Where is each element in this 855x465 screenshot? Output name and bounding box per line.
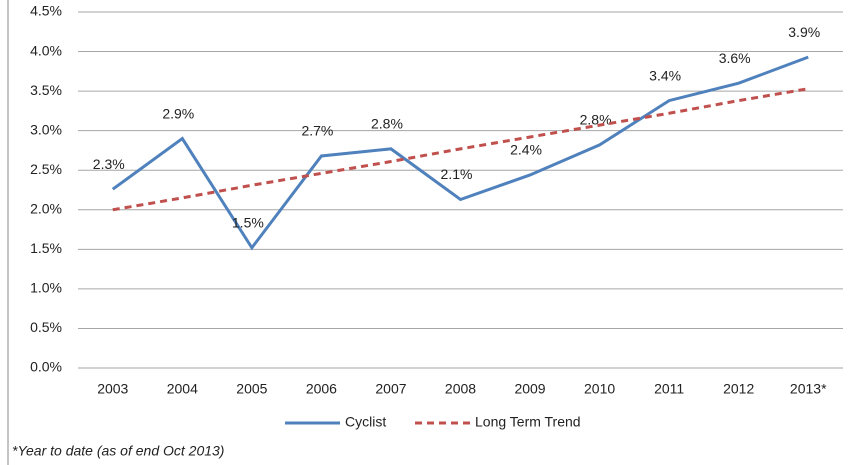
data-label: 2.7% (301, 123, 333, 139)
x-tick-label: 2013* (790, 381, 827, 397)
x-tick-label: 2005 (236, 381, 267, 397)
data-label: 3.6% (719, 50, 751, 66)
y-tick-label: 0.5% (30, 319, 62, 335)
footnote: *Year to date (as of end Oct 2013) (12, 443, 224, 459)
y-tick-label: 1.0% (30, 280, 62, 296)
x-tick-label: 2011 (654, 381, 684, 397)
x-tick-label: 2009 (514, 381, 545, 397)
x-tick-label: 2004 (167, 381, 198, 397)
x-tick-label: 2008 (445, 381, 476, 397)
y-tick-label: 2.0% (30, 200, 62, 216)
legend-label: Cyclist (345, 414, 386, 430)
data-label: 2.8% (371, 116, 403, 132)
y-tick-label: 1.5% (30, 240, 62, 256)
data-label: 2.8% (580, 112, 612, 128)
y-tick-label: 4.0% (30, 42, 62, 58)
x-tick-label: 2003 (97, 381, 128, 397)
legend-label: Long Term Trend (475, 414, 581, 430)
y-tick-label: 4.5% (30, 3, 62, 19)
data-label: 1.5% (232, 214, 264, 230)
y-tick-label: 2.5% (30, 161, 62, 177)
x-tick-label: 2010 (584, 381, 615, 397)
y-tick-label: 3.5% (30, 82, 62, 98)
data-label: 2.1% (441, 166, 473, 182)
data-label: 2.4% (510, 142, 542, 158)
y-tick-label: 0.0% (30, 359, 62, 375)
y-tick-label: 3.0% (30, 121, 62, 137)
x-tick-label: 2006 (306, 381, 337, 397)
data-label: 3.4% (649, 67, 681, 83)
series-line (112, 87, 809, 212)
data-label: 2.9% (162, 105, 194, 121)
x-tick-label: 2012 (723, 381, 754, 397)
series-line (111, 55, 809, 251)
x-tick-label: 2007 (375, 381, 406, 397)
data-label: 2.3% (93, 156, 125, 172)
data-label: 3.9% (788, 24, 820, 40)
